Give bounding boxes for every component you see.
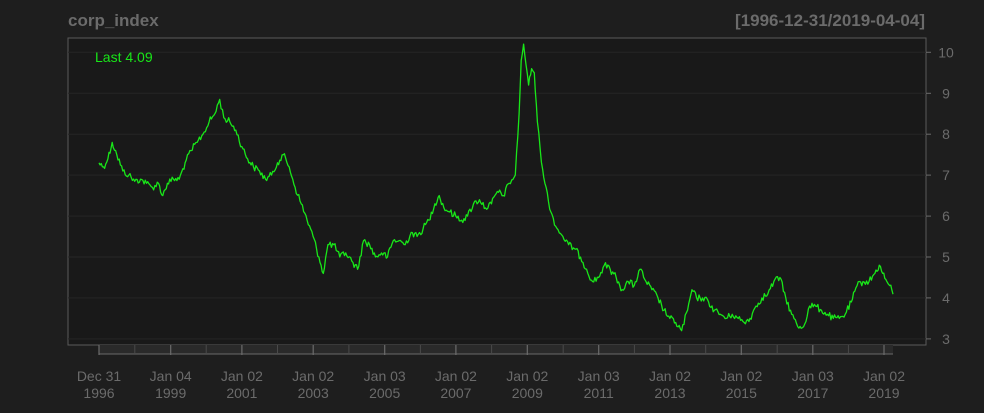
y-tick-label: 4 — [942, 290, 950, 306]
x-tick-label: Jan 02 2015 — [720, 368, 762, 401]
x-tick-label: Jan 02 2007 — [435, 368, 477, 401]
x-tick-label: Jan 02 2003 — [292, 368, 334, 401]
x-tick-label: Jan 03 2017 — [792, 368, 834, 401]
y-tick-label: 8 — [942, 126, 950, 142]
x-tick-label: Jan 02 2009 — [506, 368, 548, 401]
chart-title: corp_index — [68, 11, 159, 30]
y-tick-label: 9 — [942, 85, 950, 101]
x-tick-label: Jan 04 1999 — [150, 368, 192, 401]
x-tick-label: Dec 31 1996 — [77, 368, 122, 401]
date-range-label: [1996-12-31/2019-04-04] — [735, 11, 925, 30]
x-axis-band — [99, 345, 893, 354]
x-tick-label: Jan 03 2005 — [364, 368, 406, 401]
last-value-label: Last 4.09 — [95, 49, 153, 65]
x-tick-label: Jan 02 2019 — [863, 368, 905, 401]
gridlines — [68, 51, 926, 340]
x-tick-label: Jan 03 2011 — [578, 368, 620, 401]
x-tick-label: Jan 02 2013 — [649, 368, 691, 401]
y-tick-label: 6 — [942, 208, 950, 224]
y-tick-label: 5 — [942, 249, 950, 265]
y-tick-label: 7 — [942, 167, 950, 183]
y-tick-label: 3 — [942, 331, 950, 347]
y-axis: 3 4 5 6 7 8 9 10 — [926, 44, 954, 347]
corp-index-line — [98, 43, 894, 332]
x-axis: Dec 31 1996 Jan 04 1999 Jan 02 2001 Jan 02 2003… — [77, 345, 905, 401]
y-tick-label: 10 — [938, 44, 954, 60]
x-tick-label: Jan 02 2001 — [221, 368, 263, 401]
series-layer — [98, 43, 894, 332]
